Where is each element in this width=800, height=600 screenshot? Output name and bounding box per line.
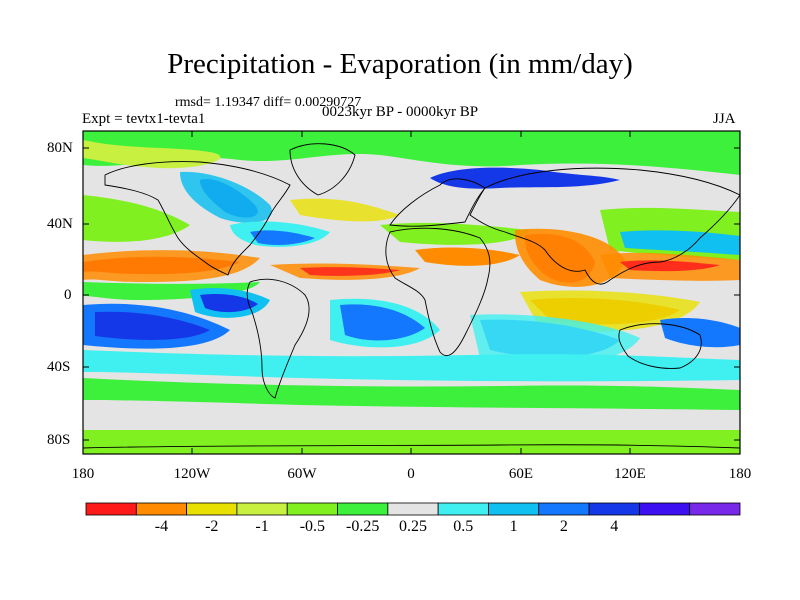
field-lightblue-indian-south <box>470 314 640 365</box>
lon-label-60e: 60E <box>508 466 534 482</box>
coast-africa <box>385 227 491 356</box>
colorbar-swatch <box>85 502 137 516</box>
colorbar-swatch <box>236 502 288 516</box>
colorbar-swatch <box>186 502 238 516</box>
lon-label-120w: 120W <box>173 466 211 482</box>
colorbar-label: 1 <box>509 518 518 535</box>
colorbar <box>85 502 741 516</box>
map-title: Precipitation - Evaporation (in mm/day) <box>167 48 633 80</box>
colorbar-swatch <box>437 502 489 516</box>
field-orange-sahel <box>415 247 520 266</box>
colorbar-swatch <box>689 502 741 516</box>
field-blue-south-atlantic <box>340 304 425 341</box>
lon-label-60w: 60W <box>287 466 317 482</box>
field-green-antarctic-rim <box>83 430 740 454</box>
coast-antarctica <box>83 444 740 449</box>
field-blue-gulfstream <box>250 230 315 246</box>
colorbar-label: -2 <box>205 518 219 535</box>
coast-australia <box>618 323 702 369</box>
field-yellow-atlantic <box>290 198 400 222</box>
lat-label-80s: 80S <box>47 432 71 448</box>
colorbar-label: 0.5 <box>453 518 474 535</box>
field-green-southern-band <box>83 378 740 410</box>
lat-label-0: 0 <box>64 287 72 303</box>
field-lightblue-pacific-northwest <box>620 230 740 255</box>
lon-label-120e: 120E <box>614 466 646 482</box>
field-darkblue-south-pacific <box>95 311 210 340</box>
season-label: JJA <box>713 111 736 127</box>
colorbar-swatch <box>588 502 640 516</box>
colorbar-label: -0.25 <box>346 518 380 535</box>
field-lightblue-southern-band <box>83 350 740 382</box>
colorbar-label: 4 <box>610 518 619 535</box>
lon-label-180e: 180 <box>728 466 752 482</box>
colorbar-label: 0.25 <box>399 518 427 535</box>
field-darkblue-east-pacific <box>200 294 258 313</box>
coast-eurasia <box>469 167 740 285</box>
colorbar-swatch <box>638 502 691 516</box>
field-green-pacific-north <box>83 195 190 242</box>
colorbar-label: 2 <box>559 518 568 535</box>
period-label: 0023kyr BP - 0000kyr BP <box>322 104 479 120</box>
colorbar-label: -0.5 <box>299 518 326 535</box>
colorbar-label: -1 <box>255 518 269 535</box>
field-red-warm-pool <box>620 260 720 272</box>
lat-label-40n: 40N <box>47 216 73 232</box>
coast-greenland <box>289 143 356 196</box>
field-red-atlantic-itcz <box>300 267 400 276</box>
coast-south-america <box>246 278 310 399</box>
field-orange-itcz-pacific <box>83 250 260 282</box>
colorbar-swatch <box>286 502 338 516</box>
field-lightblue-canada <box>180 171 272 223</box>
coast-north-america <box>104 161 291 276</box>
coastlines <box>83 143 740 449</box>
colorbar-swatch <box>488 502 540 516</box>
colorbar-swatch <box>135 502 188 516</box>
map-ticks <box>83 131 740 454</box>
field-blue-australia-east <box>660 317 740 348</box>
colorbar-swatch <box>337 502 389 516</box>
lat-label-40s: 40S <box>47 359 71 375</box>
field-orange-india <box>514 228 625 287</box>
colorbar-label: -4 <box>154 518 169 535</box>
stats-text: rmsd= 1.19347 diff= 0.00290727 <box>175 95 362 110</box>
colorbar-swatch <box>538 502 590 516</box>
field-green-arctic <box>83 131 740 175</box>
map-field <box>83 131 740 454</box>
experiment-label: Expt = tevtx1-tevta1 <box>82 111 206 127</box>
lat-label-80n: 80N <box>47 140 73 156</box>
lon-label-0: 0 <box>407 466 415 482</box>
lon-label-180w: 180 <box>71 466 95 482</box>
colorbar-swatch <box>387 502 439 516</box>
